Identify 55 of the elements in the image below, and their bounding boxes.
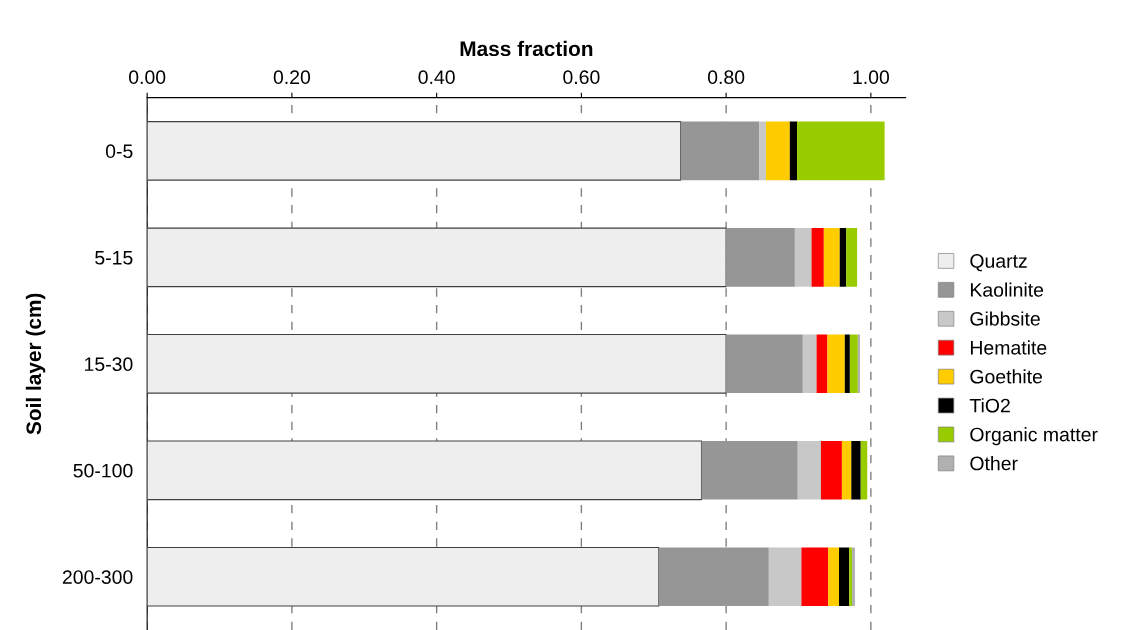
legend-label: Other [970,456,1018,471]
bar [147,440,703,501]
bar [841,441,852,500]
bar [816,334,828,394]
legend-label: Gibbsite [970,311,1040,326]
x-tick-label: 0.60 [563,70,600,85]
y-axis-title: Soil layer (cm) [25,293,46,435]
y-tick-label: 0-5 [105,144,133,159]
bar [759,121,766,181]
y-tick-label: 50-100 [73,463,133,478]
x-axis-title: Mass fraction [460,40,593,57]
bar [765,121,790,181]
bar [820,441,842,500]
x-tick-label: 0.20 [273,70,311,85]
bar [680,121,760,181]
x-tick-label: 1.00 [853,70,890,85]
bar [801,547,829,607]
y-tick-label: 200-300 [62,570,133,584]
bar [860,441,868,500]
legend-label: Hematite [970,340,1047,355]
bar [768,547,802,607]
bar [658,547,769,607]
bar [701,441,798,500]
bar [147,546,660,607]
legend-label: Quartz [970,254,1027,272]
x-tick-label: 0.00 [129,70,166,85]
bar [844,334,850,394]
legend-label: Kaolinite [970,282,1044,297]
bar [802,334,817,394]
bar [789,121,798,181]
bar [797,441,821,500]
legend-label: Organic matter [970,427,1098,446]
bar [857,334,861,394]
bar [839,228,847,287]
x-tick-label: 0.80 [707,70,745,85]
bar [839,547,850,607]
bar [827,334,845,394]
bar [849,334,858,394]
y-tick-label: 5-15 [95,251,133,265]
bar [797,121,885,181]
bar [811,228,824,287]
bar [726,228,795,287]
bar [851,441,861,500]
legend-label: Goethite [970,369,1043,384]
bar [794,228,812,287]
bar [828,547,840,607]
bar [147,333,727,394]
x-tick-label: 0.40 [418,70,455,85]
bar [846,228,858,287]
bar [147,227,727,288]
bar [823,228,840,287]
legend-label: TiO2 [969,398,1010,413]
bar [726,334,803,394]
bar [147,121,682,181]
y-tick-label: 15-30 [85,357,133,372]
